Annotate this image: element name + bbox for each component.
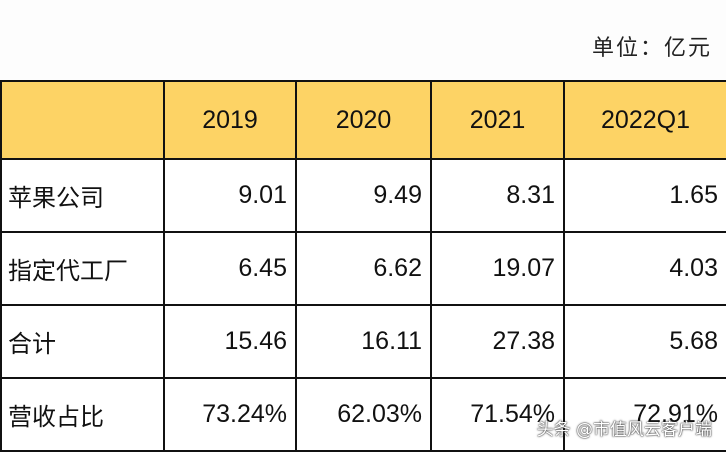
table-row: 指定代工厂 6.45 6.62 19.07 4.03 <box>0 231 726 306</box>
table-cell: 8.31 <box>430 158 565 233</box>
table-cell: 6.62 <box>295 231 432 306</box>
table-cell: 9.49 <box>295 158 432 233</box>
table-cell: 1.65 <box>563 158 726 233</box>
table-cell: 16.11 <box>295 304 432 379</box>
header-cell: 2019 <box>163 80 297 160</box>
row-label: 营收占比 <box>0 377 165 452</box>
header-cell: 2020 <box>295 80 432 160</box>
row-label: 合计 <box>0 304 165 379</box>
data-table: 2019 2020 2021 2022Q1 苹果公司 9.01 9.49 8.3… <box>0 80 726 452</box>
header-row: 2019 2020 2021 2022Q1 <box>0 80 726 160</box>
table-row: 营收占比 73.24% 62.03% 71.54% 72.91% <box>0 377 726 452</box>
table-cell: 27.38 <box>430 304 565 379</box>
table-row: 苹果公司 9.01 9.49 8.31 1.65 <box>0 158 726 233</box>
watermark: 头条 @市值风云客户端 <box>536 420 712 440</box>
table-cell: 15.46 <box>163 304 297 379</box>
table-cell: 73.24% <box>163 377 297 452</box>
table-cell: 5.68 <box>563 304 726 379</box>
table-cell: 4.03 <box>563 231 726 306</box>
header-cell: 2022Q1 <box>563 80 726 160</box>
table-cell: 6.45 <box>163 231 297 306</box>
header-cell <box>0 80 165 160</box>
row-label: 苹果公司 <box>0 158 165 233</box>
table-cell: 62.03% <box>295 377 432 452</box>
table-cell: 71.54% <box>430 377 565 452</box>
table-cell: 19.07 <box>430 231 565 306</box>
header-cell: 2021 <box>430 80 565 160</box>
table-row: 合计 15.46 16.11 27.38 5.68 <box>0 304 726 379</box>
unit-label: 单位：亿元 <box>591 36 712 61</box>
table-cell: 9.01 <box>163 158 297 233</box>
row-label: 指定代工厂 <box>0 231 165 306</box>
table-cell: 72.91% <box>563 377 726 452</box>
